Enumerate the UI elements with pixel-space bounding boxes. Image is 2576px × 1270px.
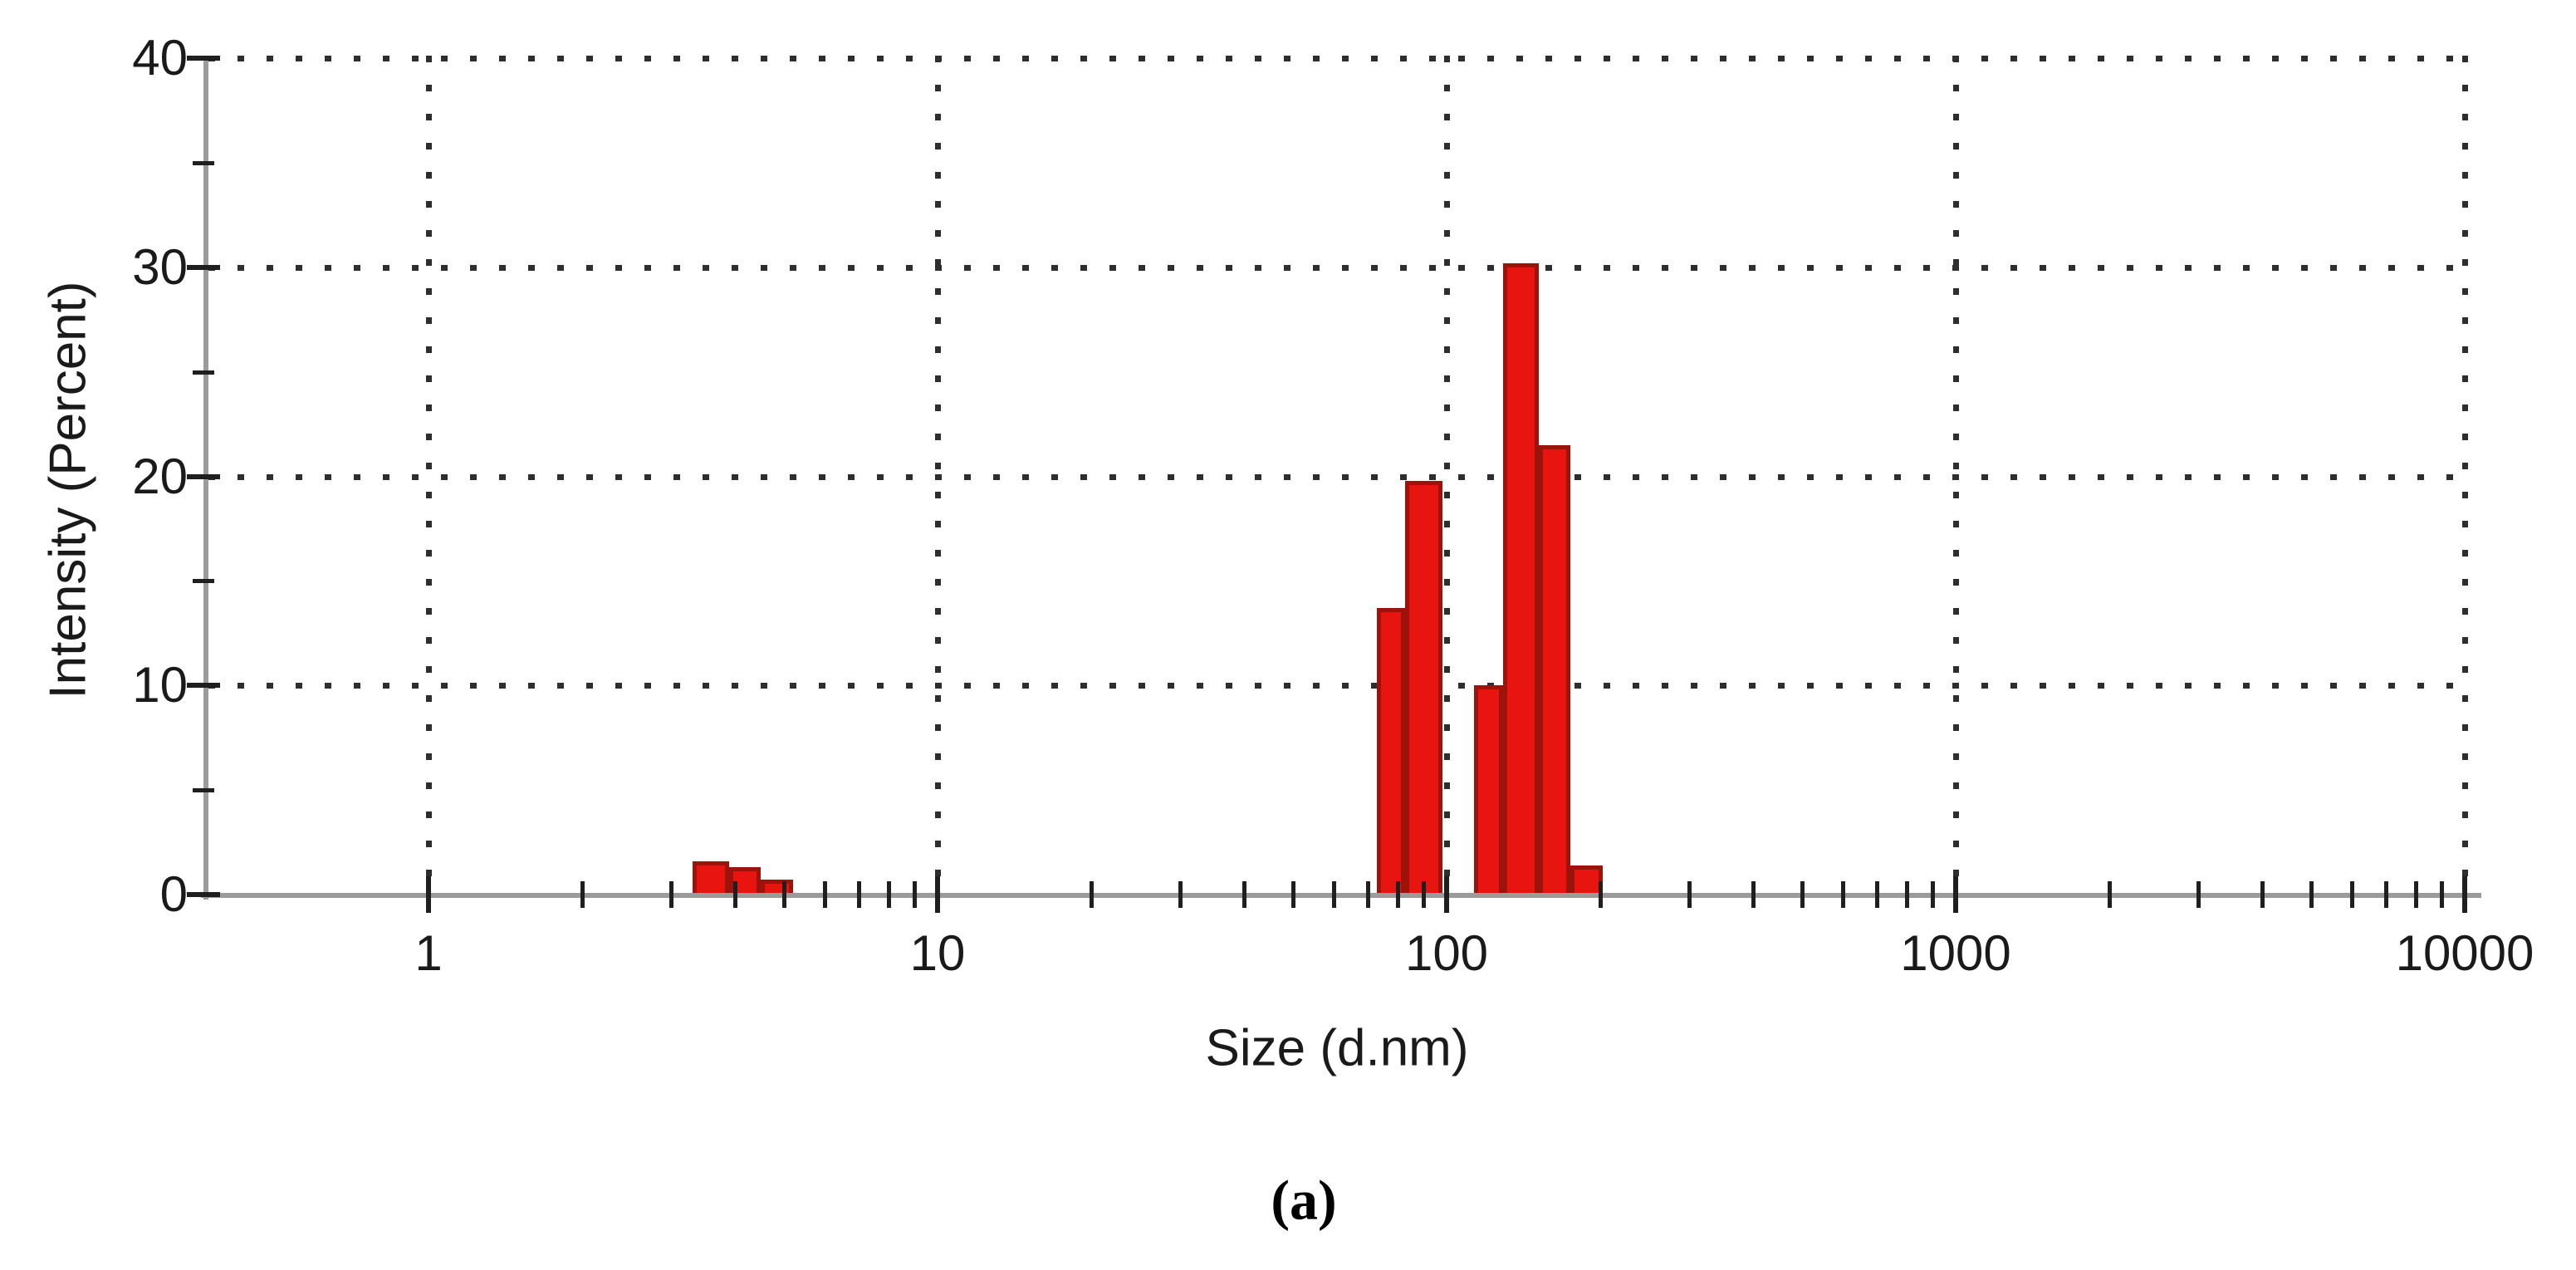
x-tick-label-1: 1	[414, 925, 443, 981]
y-minor-tick-35	[193, 160, 214, 165]
x-major-tick-1000	[1953, 876, 1958, 913]
gridline-y-30	[208, 264, 2468, 271]
x-minor-tick-300	[1687, 881, 1692, 908]
bar-152-175nm	[1539, 444, 1570, 897]
x-minor-tick-7	[857, 881, 862, 908]
bar-73-83nm	[1377, 608, 1406, 897]
x-minor-tick-70	[1366, 881, 1371, 908]
y-minor-tick-5	[193, 788, 214, 793]
x-minor-tick-600	[1841, 881, 1845, 908]
x-minor-tick-6	[823, 881, 827, 908]
panel-label: (a)	[1271, 1168, 1337, 1232]
x-minor-tick-90	[1421, 881, 1426, 908]
gridline-x-100	[1444, 56, 1450, 893]
y-tick-label-40: 40	[132, 30, 188, 86]
gridline-x-10000	[2462, 56, 2468, 893]
y-major-tick-20	[187, 473, 220, 479]
x-major-tick-10	[935, 876, 940, 913]
x-axis-line	[201, 893, 2481, 898]
y-tick-label-10: 10	[132, 657, 188, 713]
x-minor-tick-5000	[2309, 881, 2314, 908]
y-tick-label-30: 30	[132, 238, 188, 295]
gridline-x-10	[935, 56, 941, 893]
x-minor-tick-200	[1598, 881, 1603, 908]
gridline-y-20	[208, 473, 2468, 480]
x-minor-tick-900	[1930, 881, 1935, 908]
x-minor-tick-20	[1089, 881, 1094, 908]
x-minor-tick-3	[669, 881, 674, 908]
gridline-y-10	[208, 683, 2468, 689]
bar-113-129nm	[1473, 685, 1503, 897]
y-tick-label-20: 20	[132, 448, 188, 504]
y-axis-title: Intensity (Percent)	[39, 281, 97, 699]
x-minor-tick-9	[912, 881, 917, 908]
x-minor-tick-3000	[2196, 881, 2201, 908]
bar-129-152nm	[1502, 262, 1540, 897]
y-major-tick-0	[187, 892, 220, 897]
x-minor-tick-4000	[2260, 881, 2265, 908]
x-minor-tick-60	[1332, 881, 1336, 908]
x-tick-label-100: 100	[1404, 925, 1489, 981]
x-minor-tick-4	[733, 881, 738, 908]
gridline-y-40	[208, 56, 2468, 61]
y-major-tick-10	[187, 683, 220, 689]
x-major-tick-1	[426, 876, 431, 913]
gridline-x-1000	[1953, 56, 1959, 893]
x-minor-tick-80	[1395, 881, 1400, 908]
bar-83-98nm	[1405, 480, 1442, 897]
x-major-tick-10000	[2462, 876, 2467, 913]
x-minor-tick-2000	[2107, 881, 2112, 908]
y-minor-tick-15	[193, 579, 214, 584]
x-minor-tick-800	[1904, 881, 1909, 908]
y-tick-label-0: 0	[159, 866, 188, 922]
x-minor-tick-400	[1751, 881, 1756, 908]
x-tick-label-1000: 1000	[1900, 925, 2011, 981]
x-minor-tick-30	[1178, 881, 1183, 908]
x-minor-tick-2	[580, 881, 585, 908]
x-minor-tick-5	[782, 881, 787, 908]
y-minor-tick-25	[193, 370, 214, 375]
x-tick-label-10: 10	[909, 925, 966, 981]
y-major-tick-40	[187, 56, 220, 61]
y-major-tick-30	[187, 264, 220, 270]
x-minor-tick-40	[1242, 881, 1247, 908]
x-minor-tick-500	[1800, 881, 1805, 908]
x-minor-tick-9000	[2439, 881, 2444, 908]
x-minor-tick-700	[1875, 881, 1880, 908]
x-minor-tick-8	[886, 881, 891, 908]
x-minor-tick-6000	[2350, 881, 2354, 908]
x-axis-title: Size (d.nm)	[1205, 1019, 1469, 1077]
x-minor-tick-7000	[2384, 881, 2389, 908]
x-major-tick-100	[1444, 876, 1449, 913]
gridline-x-1	[426, 56, 432, 893]
x-minor-tick-8000	[2413, 881, 2418, 908]
x-tick-label-10000: 10000	[2395, 925, 2534, 981]
x-minor-tick-50	[1291, 881, 1296, 908]
